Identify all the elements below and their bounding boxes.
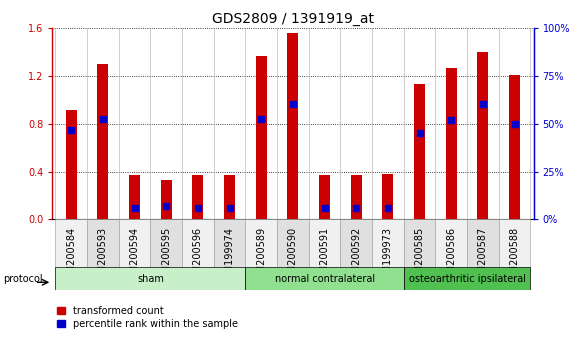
Text: GSM200589: GSM200589 <box>256 227 266 286</box>
Bar <box>404 219 436 269</box>
Bar <box>245 267 404 290</box>
Bar <box>256 56 267 219</box>
Bar <box>340 219 372 269</box>
Point <box>383 205 393 210</box>
Bar <box>277 219 309 269</box>
Legend: transformed count, percentile rank within the sample: transformed count, percentile rank withi… <box>57 306 238 329</box>
Text: GSM200586: GSM200586 <box>446 227 456 286</box>
Text: GSM199974: GSM199974 <box>224 227 234 286</box>
Text: osteoarthritic ipsilateral: osteoarthritic ipsilateral <box>408 274 525 284</box>
Point <box>193 205 202 210</box>
Text: sham: sham <box>137 274 164 284</box>
Bar <box>161 180 172 219</box>
Bar <box>382 174 393 219</box>
Text: normal contralateral: normal contralateral <box>274 274 375 284</box>
Bar <box>87 219 119 269</box>
Text: GSM200590: GSM200590 <box>288 227 298 286</box>
Point <box>478 101 488 107</box>
Bar <box>245 219 277 269</box>
Bar <box>319 175 330 219</box>
Point <box>98 116 107 122</box>
Point <box>130 205 139 210</box>
Bar <box>436 219 467 269</box>
Text: GSM200591: GSM200591 <box>320 227 329 286</box>
Text: GSM200592: GSM200592 <box>351 227 361 286</box>
Bar <box>404 267 531 290</box>
Point <box>415 131 424 136</box>
Text: protocol: protocol <box>3 274 42 284</box>
Point <box>256 116 266 122</box>
Point <box>162 204 171 209</box>
Text: GSM200587: GSM200587 <box>478 227 488 286</box>
Text: GSM200596: GSM200596 <box>193 227 203 286</box>
Text: GSM200595: GSM200595 <box>161 227 171 286</box>
Bar <box>55 267 245 290</box>
Bar <box>119 219 150 269</box>
Bar <box>287 33 299 219</box>
Text: GSM200584: GSM200584 <box>66 227 76 286</box>
Bar <box>372 219 404 269</box>
Point <box>447 118 456 123</box>
Bar <box>66 110 77 219</box>
Bar <box>499 219 531 269</box>
Bar <box>55 219 87 269</box>
Point <box>351 205 361 210</box>
Point <box>510 121 519 127</box>
Bar <box>150 219 182 269</box>
Text: GSM200588: GSM200588 <box>510 227 520 286</box>
Title: GDS2809 / 1391919_at: GDS2809 / 1391919_at <box>212 12 374 26</box>
Bar <box>213 219 245 269</box>
Bar <box>414 85 425 219</box>
Bar <box>445 68 457 219</box>
Text: GSM200593: GSM200593 <box>98 227 108 286</box>
Bar <box>467 219 499 269</box>
Bar <box>129 175 140 219</box>
Point <box>320 205 329 210</box>
Point <box>67 127 76 133</box>
Text: GSM200585: GSM200585 <box>415 227 425 286</box>
Point <box>288 101 298 107</box>
Bar <box>193 175 204 219</box>
Text: GSM199973: GSM199973 <box>383 227 393 286</box>
Point <box>225 205 234 210</box>
Bar <box>477 52 488 219</box>
Bar <box>182 219 213 269</box>
Bar <box>97 64 108 219</box>
Bar <box>309 219 340 269</box>
Text: GSM200594: GSM200594 <box>129 227 140 286</box>
Bar <box>351 175 362 219</box>
Bar <box>224 175 235 219</box>
Bar <box>509 75 520 219</box>
